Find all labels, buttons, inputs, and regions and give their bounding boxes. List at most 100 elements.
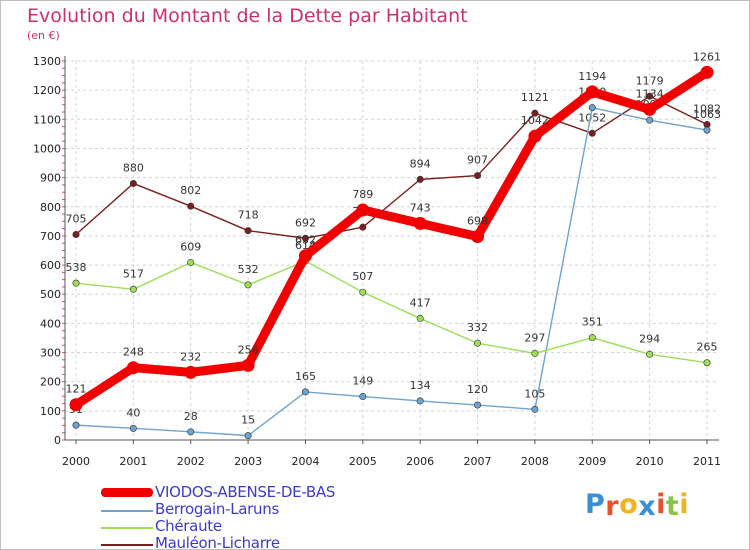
logo-letter: i	[656, 489, 666, 520]
logo-letter: t	[665, 491, 680, 522]
x-tick-label: 2004	[291, 455, 319, 468]
data-label: 134	[410, 379, 431, 392]
y-tick-label: 300	[40, 347, 61, 360]
data-label: 1194	[578, 70, 606, 83]
x-tick-label: 2010	[636, 455, 664, 468]
legend-swatch	[101, 527, 153, 529]
data-label: 417	[410, 296, 431, 309]
logo-letter: r	[605, 491, 620, 522]
y-tick-label: 900	[40, 172, 61, 185]
data-point	[416, 314, 424, 322]
y-tick-label: 700	[40, 230, 61, 243]
series-maul-on-licharre: 7058808027186927308949071121105211791082	[66, 74, 721, 242]
data-label: 1179	[636, 74, 664, 87]
x-tick-label: 2007	[464, 455, 492, 468]
data-point	[359, 223, 367, 231]
logo-letter: P	[585, 489, 606, 520]
data-label: 232	[180, 350, 201, 363]
series-line	[75, 260, 708, 364]
data-label: 1082	[693, 103, 721, 116]
data-label: 1063	[693, 108, 721, 121]
data-label: 121	[66, 383, 87, 396]
x-tick-label: 2006	[406, 455, 434, 468]
data-point	[72, 279, 80, 287]
data-point	[416, 175, 424, 183]
x-tick-label: 2009	[578, 455, 606, 468]
legend-swatch	[101, 488, 153, 497]
logo-letter: x	[638, 491, 657, 522]
data-label: 507	[352, 270, 373, 283]
legend-swatch	[101, 544, 153, 546]
data-label: 743	[410, 201, 431, 214]
data-label: 532	[238, 263, 259, 276]
series-berrogain-laruns: 51402815165149134120105114010971063	[69, 86, 721, 440]
data-label: 1134	[636, 87, 664, 100]
data-point	[531, 109, 539, 117]
data-label: 105	[524, 387, 545, 400]
data-point	[646, 92, 654, 100]
data-point	[531, 349, 539, 357]
data-point	[301, 234, 309, 242]
data-point	[244, 281, 252, 289]
data-label: 698	[467, 215, 488, 228]
series-line	[71, 67, 712, 410]
x-tick-label: 2001	[119, 455, 147, 468]
data-label: 517	[123, 267, 144, 280]
data-label: 802	[180, 184, 201, 197]
y-tick-label: 0	[54, 434, 61, 447]
data-label: 297	[524, 331, 545, 344]
data-point	[187, 202, 195, 210]
data-label: 609	[180, 240, 201, 253]
data-point	[474, 172, 482, 180]
data-point	[416, 397, 424, 405]
data-label: 692	[295, 216, 316, 229]
data-label: 1261	[693, 50, 721, 63]
data-point	[646, 116, 654, 124]
series-line	[75, 95, 708, 239]
grid	[65, 60, 719, 441]
y-tick-label: 1100	[33, 113, 61, 126]
legend-swatch	[101, 510, 153, 512]
logo-letter: i	[679, 489, 690, 520]
chart-title: Evolution du Montant de la Dette par Hab…	[27, 5, 468, 27]
legend-label: VIODOS-ABENSE-DE-BAS	[155, 483, 336, 501]
chart-unit-label: (en €)	[27, 29, 60, 42]
data-label: 538	[66, 261, 87, 274]
data-point	[528, 129, 542, 143]
data-point	[241, 358, 255, 372]
y-tick-label: 500	[40, 288, 61, 301]
data-point	[471, 230, 485, 244]
data-label: 351	[582, 316, 603, 329]
x-tick-label: 2008	[521, 455, 549, 468]
x-tick-label: 2000	[62, 455, 90, 468]
series-line	[75, 106, 708, 437]
data-label: 789	[352, 188, 373, 201]
x-tick-label: 2005	[349, 455, 377, 468]
y-tick-label: 200	[40, 376, 61, 389]
proxiti-logo: Proxiti	[585, 489, 690, 522]
data-label: 15	[241, 414, 255, 427]
data-point	[244, 227, 252, 235]
data-point	[474, 339, 482, 347]
data-point	[359, 393, 367, 401]
y-tick-label: 100	[40, 405, 61, 418]
data-point	[69, 398, 83, 412]
data-point	[187, 428, 195, 436]
data-label: 28	[184, 410, 198, 423]
data-point	[184, 365, 198, 379]
data-point	[126, 361, 140, 375]
data-point	[298, 249, 312, 263]
data-point	[588, 334, 596, 342]
data-point	[646, 350, 654, 358]
x-tick-label: 2011	[693, 455, 721, 468]
data-label: 165	[295, 370, 316, 383]
data-label: 256	[238, 343, 259, 356]
data-label: 718	[238, 209, 259, 222]
x-tick-label: 2002	[177, 455, 205, 468]
data-point	[474, 401, 482, 409]
y-tick-label: 600	[40, 259, 61, 272]
data-point	[301, 388, 309, 396]
y-tick-label: 1200	[33, 84, 61, 97]
